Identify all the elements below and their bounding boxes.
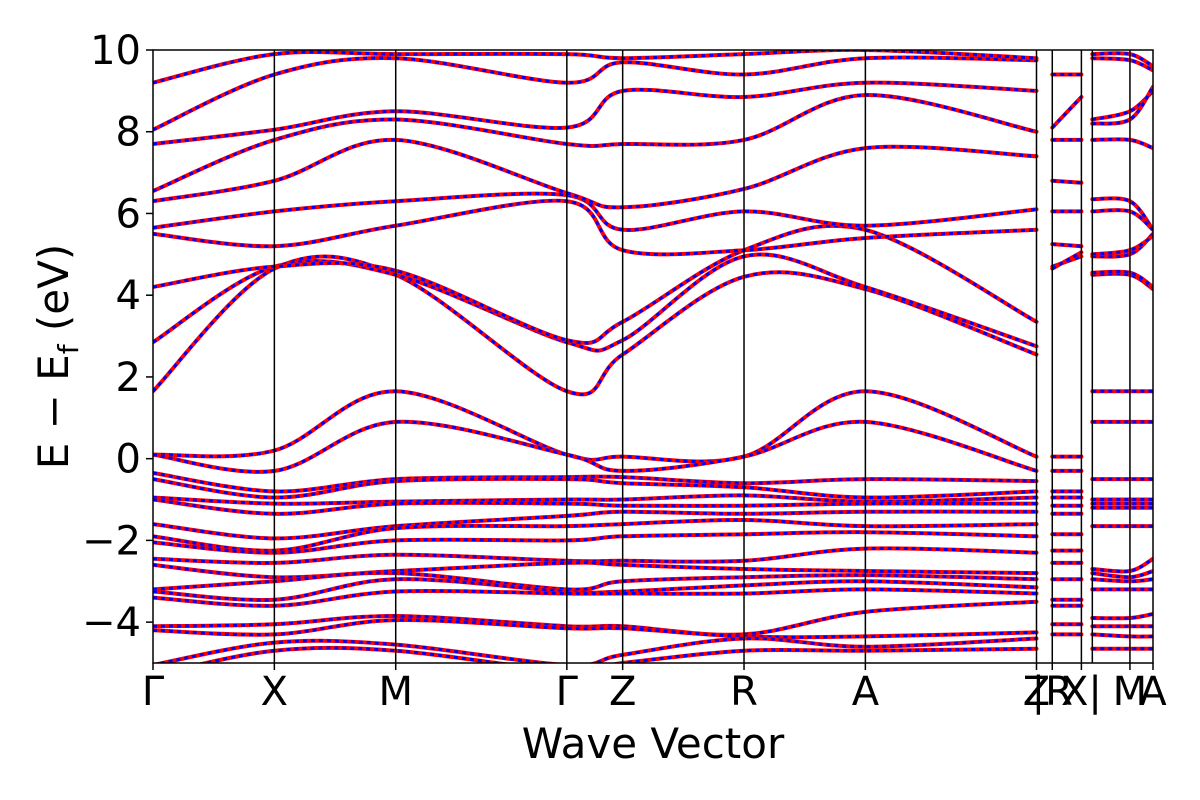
x-axis-ticks: Γ X M Γ Z R A Z|RX| MA [142,663,1167,715]
band-51-dashed [1092,56,1153,72]
band-0-solid [153,254,1039,397]
band-52-dashed [1091,89,1153,121]
band-60-dashed [1092,270,1153,289]
y-tick-label-6: 8 [116,110,141,156]
y-axis-ticks: −4 −2 0 2 4 6 8 10 [82,28,153,646]
band-56-dashed [1092,208,1153,231]
band-58-solid [1090,233,1153,257]
band-8-dashed [153,55,1037,132]
x-axis-title: Wave Vector [522,719,785,768]
band-68-dashed [1092,557,1153,573]
band-29-dashed [1051,95,1083,129]
x-tick-label-0: Γ [142,669,165,715]
y-tick-label-5: 6 [116,191,141,237]
band-58-dashed [1092,234,1153,256]
band-70-dashed [1092,577,1153,583]
y-tick-label-4: 4 [116,273,141,319]
band-0-dashed [153,254,1038,396]
band-55-dashed [1092,196,1153,231]
band-26-dashed [155,636,1037,663]
band-5-dashed [153,138,1037,209]
band-74-dashed [1092,632,1153,639]
band-17-solid [153,517,1039,553]
x-tick-label-10: M [1113,669,1148,715]
x-tick-label-8: |R [1032,669,1073,715]
y-tick-label-1: −2 [82,518,141,564]
band-31-dashed [1052,179,1082,185]
band-8-solid [153,55,1039,132]
y-tick-label-3: 2 [116,355,141,401]
y-axis-title-main: E − E [29,354,78,469]
y-axis-title-subscript: f [52,343,85,354]
x-tick-label-2: M [378,669,413,715]
x-tick-label-11: A [1139,669,1167,715]
x-tick-label-6: A [852,669,880,715]
kpath-lines [273,50,1131,663]
band-3-dashed [153,199,1037,256]
plot-frame [152,49,1154,664]
band-33-dashed [1052,242,1082,248]
y-tick-label-2: 0 [116,437,141,483]
band-50-dashed [1092,51,1153,68]
x-tick-label-7: Z [1023,669,1050,715]
x-tick-label-1: X [261,669,288,715]
band-57-dashed [1092,232,1153,259]
band-13-solid [153,476,1039,500]
band-69-dashed [1092,569,1153,579]
y-tick-label-7: 10 [90,28,141,74]
band-9-dashed [153,50,1037,85]
y-axis-title: E − Ef (eV) [29,244,85,470]
band-53-dashed [1092,85,1153,126]
bands-layer [153,50,1153,663]
band-54-dashed [1092,137,1153,150]
band-35-dashed [1051,250,1083,270]
band-72-dashed [1092,612,1153,620]
x-tick-label-3: Γ [556,669,579,715]
y-axis-title-unit: (eV) [29,244,78,345]
x-tick-label-9: X| [1061,669,1102,715]
x-tick-label-4: Z [609,669,636,715]
y-tick-label-0: −4 [82,600,141,646]
x-tick-label-5: R [730,669,758,715]
band-2-dashed [153,224,1038,345]
band-5-solid [153,137,1039,210]
